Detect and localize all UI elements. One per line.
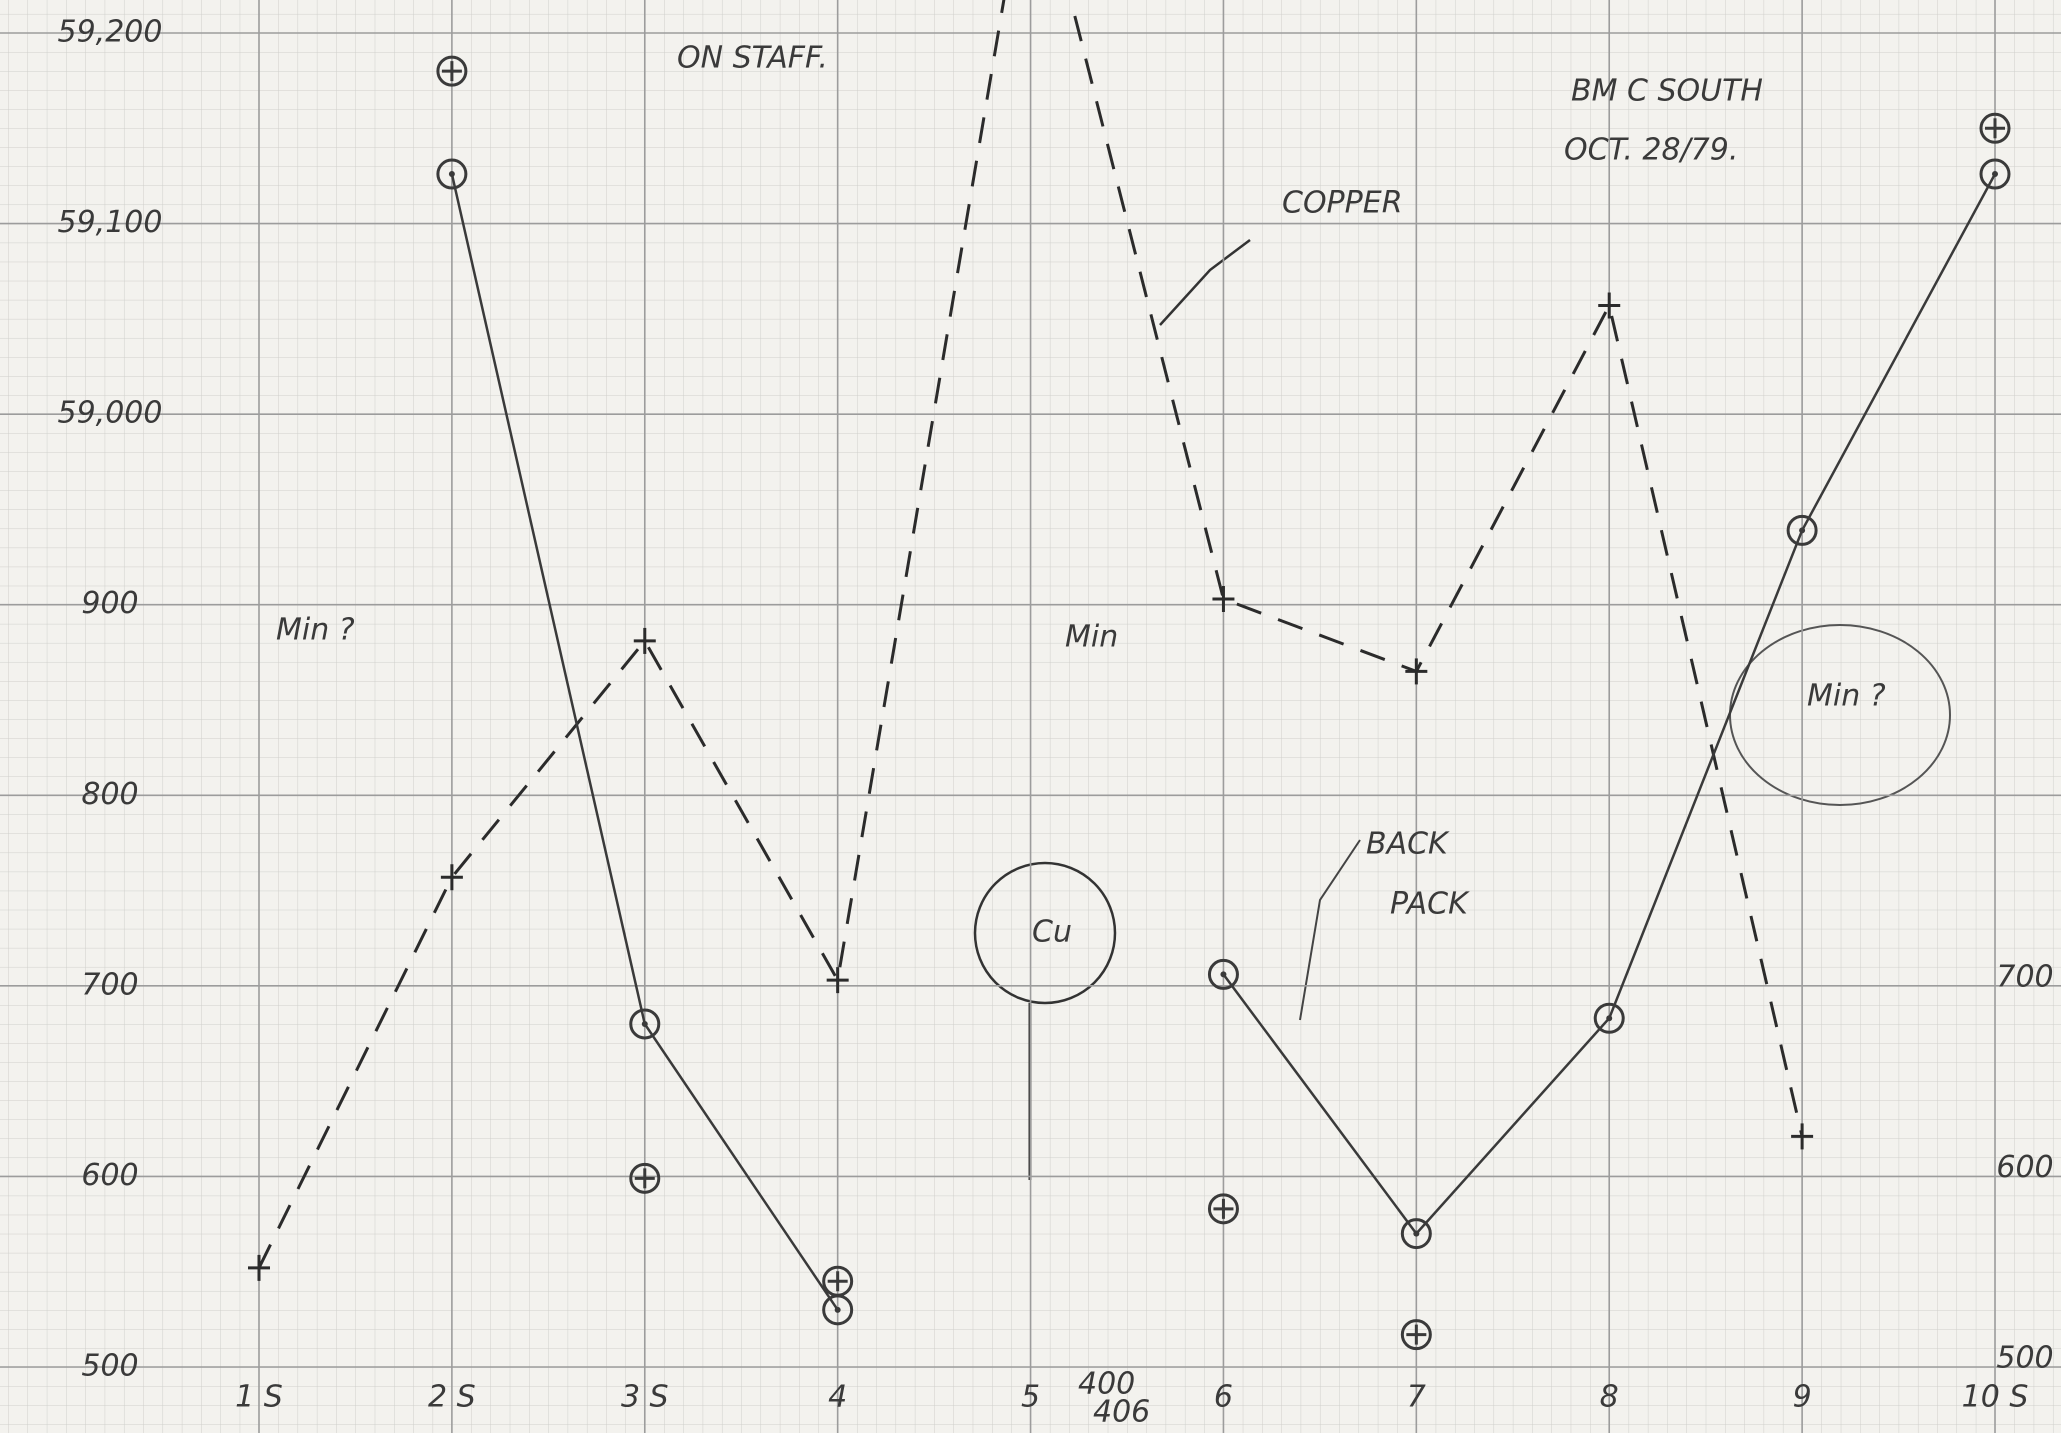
marker-part: [1593, 1002, 1625, 1034]
x-tick-label: 5: [1021, 1380, 1040, 1415]
marker-part: [629, 1162, 661, 1194]
marker-part: [1413, 1230, 1420, 1237]
y-tick-label: 59,200: [58, 15, 163, 50]
annotation: ON STAFF.: [677, 41, 828, 76]
data-point: [1593, 1002, 1625, 1034]
x-tick-label: 8: [1600, 1380, 1619, 1415]
annotation: COPPER: [1282, 186, 1403, 221]
y-tick-label: 59,100: [58, 205, 163, 240]
series-line: [257, 0, 1804, 1269]
y-tick-label: 700: [81, 967, 138, 1002]
data-point: [629, 1162, 661, 1194]
x-tick-label: 1 S: [235, 1380, 283, 1415]
marker-part: [448, 171, 455, 178]
x-tick-label: 10 S: [1962, 1380, 2029, 1415]
data-point: [1207, 958, 1239, 990]
marker-part: [1606, 1015, 1613, 1022]
annotation: Min: [1065, 620, 1118, 655]
y-tick-label: 800: [81, 777, 138, 812]
data-point: [248, 1254, 270, 1281]
data-point: [1979, 112, 2011, 144]
marker-part: [436, 158, 468, 190]
y2-tick-label: 600: [1996, 1150, 2053, 1185]
data-point: [1786, 514, 1818, 546]
annotation: Min ?: [276, 613, 355, 648]
y2-tick-label: 700: [1996, 959, 2053, 994]
x-tick-label: 2 S: [428, 1380, 476, 1415]
data-point: [1598, 292, 1621, 319]
data-point: [436, 158, 468, 190]
marker-part: [1220, 971, 1227, 978]
marker-part: [1786, 514, 1818, 546]
marker-part: [1992, 171, 1998, 178]
marker-part: [1207, 958, 1239, 990]
annotation: BACK: [1366, 827, 1450, 862]
x-tick-label: 6: [1214, 1380, 1233, 1415]
annotation: BM C SOUTH: [1571, 74, 1763, 109]
annotation-ring: [973, 861, 1117, 1005]
annotation: 406: [1093, 1395, 1150, 1430]
marker-part: [641, 1020, 648, 1027]
marker-part: [436, 55, 468, 87]
marker-part: [629, 1008, 661, 1040]
data-point: [1791, 1123, 1814, 1150]
marker-part: [1799, 527, 1806, 534]
data-point: [1212, 585, 1235, 612]
data-point: [826, 967, 849, 994]
marker-part: [1400, 1218, 1432, 1250]
data-point: [1400, 1218, 1432, 1250]
marker-part: [1979, 112, 2011, 144]
data-point: [822, 1265, 854, 1297]
y-tick-label: 600: [81, 1158, 138, 1193]
data-point: [1405, 658, 1428, 685]
data-point: [629, 1008, 661, 1040]
x-tick-label: 7: [1407, 1380, 1426, 1415]
annotation: 400: [1078, 1367, 1135, 1402]
annotation-arrow: [1299, 839, 1361, 1021]
annotation: PACK: [1390, 887, 1470, 922]
x-tick-label: 3 S: [621, 1380, 669, 1415]
annotation-arrow: [1159, 239, 1251, 326]
marker-part: [1207, 1193, 1239, 1225]
annotation: Cu: [1032, 915, 1072, 950]
data-point: [1400, 1319, 1432, 1351]
x-tick-label: 9: [1793, 1380, 1812, 1415]
annotation: OCT. 28/79.: [1564, 133, 1738, 168]
data-point: [1207, 1193, 1239, 1225]
annotation: Min ?: [1807, 679, 1886, 714]
data-point: [436, 55, 468, 87]
y-tick-label: 59,000: [58, 396, 163, 431]
marker-part: [1400, 1319, 1432, 1351]
x-tick-label: 4: [828, 1380, 847, 1415]
y-tick-label: 900: [81, 586, 138, 621]
y-tick-label: 500: [81, 1349, 138, 1384]
y2-tick-label: 500: [1996, 1341, 2053, 1376]
data-point: [1979, 158, 2011, 190]
marker-part: [822, 1265, 854, 1297]
data-point: [440, 864, 463, 891]
marker-part: [834, 1306, 841, 1313]
data-point: [633, 627, 656, 654]
marker-part: [1979, 158, 2011, 190]
